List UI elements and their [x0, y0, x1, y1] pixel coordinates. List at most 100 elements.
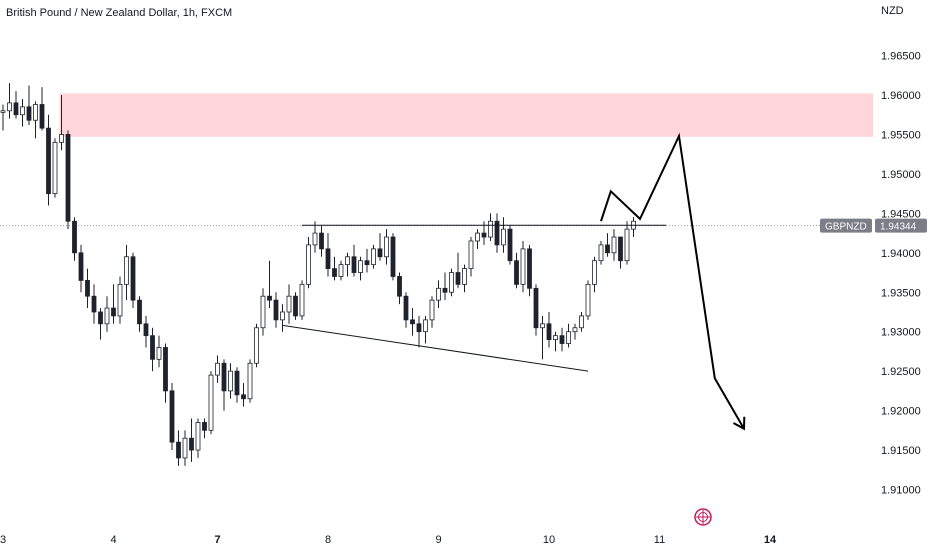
candle-body — [605, 244, 610, 254]
candle-body — [358, 260, 363, 273]
candle-body — [345, 256, 350, 266]
candle-body — [104, 307, 110, 325]
candle-body — [462, 268, 467, 285]
price-tick-label: 1.91500 — [881, 445, 921, 457]
candle-body — [26, 106, 32, 121]
candle-body — [111, 307, 116, 317]
candle-body — [20, 106, 25, 116]
candle-body — [579, 315, 584, 329]
symbol-badge — [820, 218, 872, 233]
candle-body — [371, 248, 376, 266]
candle-body — [85, 280, 90, 297]
candle-body — [293, 295, 298, 317]
candle-body — [416, 323, 422, 333]
candle-body — [364, 260, 370, 266]
candle-body — [598, 244, 604, 262]
candle-body — [475, 232, 480, 242]
resistance-zone-layer — [59, 93, 873, 137]
candle-body — [624, 228, 630, 262]
candle-body — [306, 244, 311, 285]
candle-body — [481, 232, 487, 238]
time-axis[interactable]: 3 4 7 8 9 10 11 14 — [0, 534, 777, 546]
candle-body — [585, 283, 591, 317]
candle-body — [410, 319, 415, 325]
candle-body — [488, 220, 493, 238]
price-tick-label: 1.96500 — [881, 51, 921, 63]
lower-trendline — [282, 324, 589, 372]
candle-body — [234, 370, 240, 396]
candle-body — [351, 256, 357, 273]
candle-body — [618, 236, 623, 262]
candle-body — [143, 323, 149, 337]
price-tick-label: 1.91000 — [881, 484, 921, 496]
projection-path — [600, 132, 745, 430]
candle-body — [7, 102, 12, 112]
candle-body — [566, 331, 571, 344]
price-tick-label: 1.94000 — [881, 248, 921, 260]
candle-body — [299, 283, 305, 317]
chart-title: British Pound / New Zealand Dollar, 1h, … — [6, 7, 232, 19]
price-tick-label: 1.93000 — [881, 327, 921, 339]
candle-body — [78, 252, 84, 281]
drawings-layer — [282, 132, 746, 431]
candle-body — [189, 437, 194, 451]
candle-body — [403, 295, 409, 321]
candle-body — [390, 236, 396, 277]
candle-body — [546, 323, 552, 340]
price-tick-label: 1.93500 — [881, 287, 921, 299]
candle-body — [163, 347, 168, 392]
candle-body — [332, 268, 337, 277]
candle-body — [247, 362, 253, 400]
price-badges: GBPNZD 1.94344 — [820, 218, 927, 233]
candle-body — [527, 248, 532, 289]
candle-body — [46, 127, 51, 195]
candles-layer — [0, 83, 636, 466]
candle-body — [429, 299, 435, 321]
candle-body — [436, 287, 441, 301]
candle-body — [208, 374, 214, 431]
candle-body — [241, 394, 246, 400]
candle-body — [592, 260, 597, 285]
candle-body — [273, 299, 279, 321]
symbol-badge-label: GBPNZD — [825, 222, 867, 233]
candle-body — [455, 272, 461, 285]
candle-body — [449, 272, 454, 293]
price-axis[interactable]: 1.96500 1.96000 1.95500 1.95000 1.94500 1.940… — [881, 51, 921, 497]
candle-body — [377, 248, 383, 258]
tradingview-logo-icon[interactable] — [694, 508, 712, 526]
candle-body — [176, 441, 181, 459]
candle-body — [312, 232, 318, 246]
candle-body — [559, 335, 565, 344]
candle-body — [468, 240, 474, 269]
candle-body — [228, 370, 233, 392]
candle-body — [52, 141, 58, 195]
candle-body — [494, 220, 500, 246]
candle-body — [533, 287, 539, 329]
date-tick-label: 14 — [764, 534, 777, 546]
candle-body — [221, 362, 227, 392]
logo-ring — [694, 508, 712, 526]
date-tick-label: 4 — [110, 534, 116, 546]
price-tick-label: 1.96000 — [881, 90, 921, 102]
price-tick-label: 1.95000 — [881, 169, 921, 181]
candle-body — [0, 110, 6, 113]
candle-body — [319, 232, 324, 250]
candle-body — [520, 248, 526, 285]
candle-body — [65, 134, 71, 222]
candle-body — [202, 422, 207, 431]
candle-body — [13, 102, 19, 116]
date-tick-label: 11 — [654, 534, 665, 546]
price-tick-label: 1.92000 — [881, 406, 921, 418]
date-tick-label: 7 — [214, 534, 220, 546]
candle-body — [215, 362, 220, 376]
resistance-zone — [59, 93, 873, 137]
candle-body — [124, 256, 129, 285]
price-tick-label: 1.92500 — [881, 366, 921, 378]
candle-body — [286, 295, 292, 313]
candle-body — [553, 335, 558, 340]
candle-body — [572, 327, 578, 333]
candle-body — [59, 134, 64, 143]
candle-body — [130, 256, 136, 301]
candle-body — [280, 311, 285, 321]
